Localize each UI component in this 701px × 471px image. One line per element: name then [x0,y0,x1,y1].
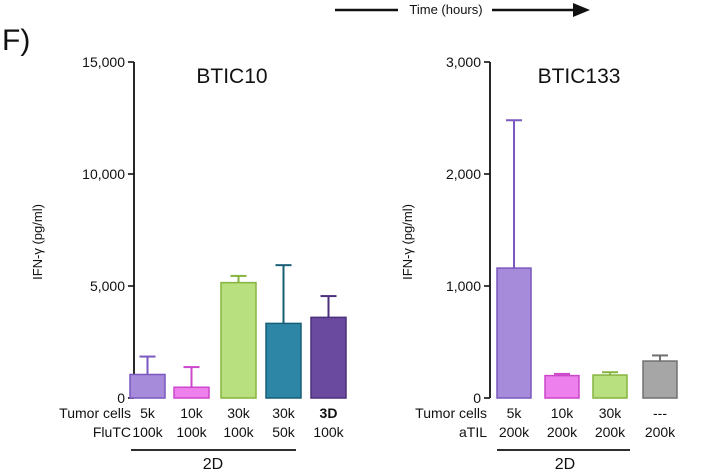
row-label: Tumor cells [59,405,131,421]
time-header-label: Time (hours) [409,2,482,17]
tumor-cells-tick-label: 5k [140,405,156,421]
y-tick-label: 0 [117,390,125,406]
y-tick-label: 0 [473,390,481,406]
tumor-cells-tick-label: 3D [320,405,338,421]
tumor-cells-tick-label: 30k [272,405,296,421]
bar [496,267,532,399]
bar [220,281,257,399]
y-axis-label: IFN-γ (pg/ml) [30,204,45,280]
group-label: 2D [203,456,223,471]
effector-cells-tick-label: 200k [595,424,626,440]
group-label: 2D [555,456,575,471]
tumor-cells-tick-label: 30k [599,405,623,421]
bar [592,374,628,399]
bar [642,360,678,399]
panel-label: F) [2,24,30,57]
y-tick-label: 3,000 [446,54,481,70]
time-arrow-head-icon [573,3,590,17]
bar [265,322,302,399]
y-axis-label: IFN-γ (pg/ml) [400,204,415,280]
bar [544,374,580,399]
chart-btic10: BTIC10 0 5,000 10,000 15,000 IFN-γ (pg/ml) Tum… [30,54,347,471]
row-label: FluTC [93,424,131,440]
effector-cells-tick-label: 100k [132,424,163,440]
y-tick-label: 5,000 [90,278,125,294]
effector-cells-tick-label: 100k [313,424,344,440]
bar [310,316,347,399]
y-tick-label: 2,000 [446,166,481,182]
y-tick-label: 10,000 [82,166,125,182]
effector-cells-tick-label: 100k [176,424,207,440]
effector-cells-tick-label: 50k [272,424,296,440]
tumor-cells-tick-label: 10k [551,405,575,421]
bar [129,373,166,399]
tumor-cells-tick-label: 10k [180,405,204,421]
tumor-cells-tick-label: 5k [507,405,523,421]
y-tick-label: 1,000 [446,278,481,294]
row-label: Tumor cells [415,405,487,421]
effector-cells-tick-label: 200k [547,424,578,440]
row-label: aTIL [459,424,487,440]
bar [173,386,210,399]
chart-title: BTIC10 [196,65,267,88]
tumor-cells-tick-label: 30k [227,405,251,421]
tumor-cells-tick-label: --- [653,405,667,421]
effector-cells-tick-label: 200k [499,424,530,440]
effector-cells-tick-label: 100k [223,424,254,440]
chart-title: BTIC133 [538,65,621,88]
y-tick-label: 15,000 [82,54,125,70]
chart-btic133: BTIC133 0 1,000 2,000 3,000 IFN-γ (pg/ml) Tumo… [400,54,678,471]
effector-cells-tick-label: 200k [645,424,676,440]
